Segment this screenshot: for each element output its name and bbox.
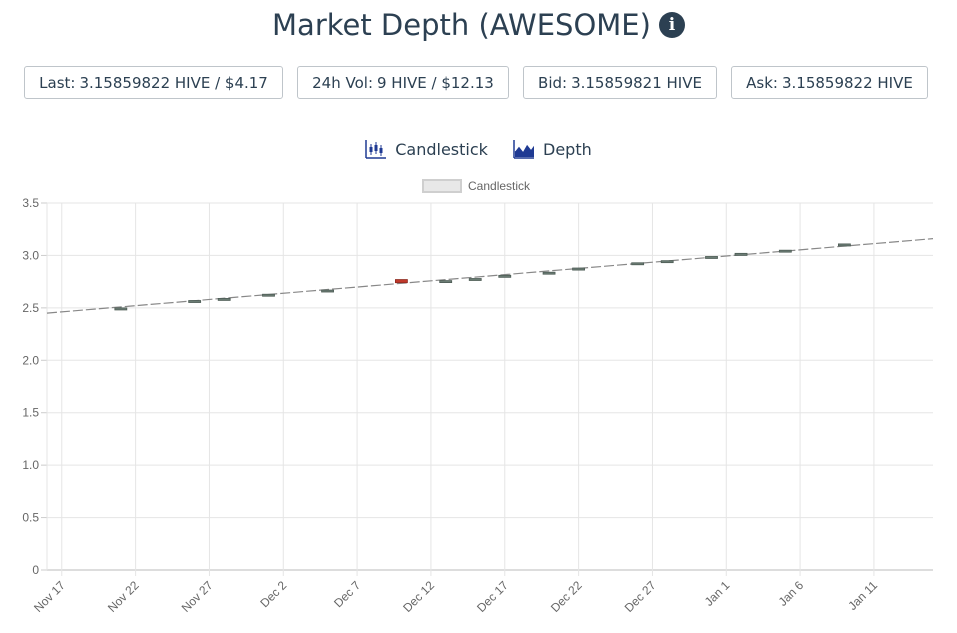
x-tick-label: Nov 22 bbox=[105, 578, 142, 615]
info-icon[interactable]: i bbox=[658, 12, 685, 38]
y-tick-label: 0.5 bbox=[22, 511, 39, 525]
candle-body bbox=[838, 243, 851, 247]
candlestick-chart: Candlestick 0 0.5 1.0 1.5 2.0 2.5 3.0 3.5 Nov 17 N… bbox=[22, 179, 934, 615]
candle-body bbox=[734, 252, 748, 256]
stat-value: 3.15859821 HIVE bbox=[571, 74, 702, 92]
tab-label: Candlestick bbox=[395, 139, 488, 159]
candle-body bbox=[498, 274, 512, 278]
page-title: Market Depth (AWESOME) bbox=[272, 8, 651, 42]
stat-value: 3.15859822 HIVE / $4.17 bbox=[79, 74, 268, 92]
stat-value: 3.15859822 HIVE bbox=[781, 74, 913, 92]
stats-bar: Last: 3.15859822 HIVE / $4.17 24h Vol: 9 H… bbox=[24, 66, 929, 101]
stat-bid: Bid: 3.15859821 HIVE bbox=[523, 66, 717, 99]
x-tick-label: Jan 6 bbox=[776, 578, 807, 609]
depth-chart-icon bbox=[513, 140, 535, 159]
x-tick-label: Dec 22 bbox=[548, 578, 585, 615]
candle-body bbox=[114, 307, 128, 311]
y-tick-label: 2.0 bbox=[22, 353, 39, 367]
candle-body bbox=[188, 300, 202, 303]
x-tick-label: Nov 17 bbox=[31, 578, 68, 615]
tab-candlestick[interactable]: Candlestick bbox=[365, 138, 488, 160]
y-tick-label: 2.5 bbox=[22, 301, 39, 315]
x-tick-label: Dec 2 bbox=[257, 578, 289, 610]
tab-depth[interactable]: Depth bbox=[513, 138, 592, 160]
candle-body bbox=[572, 267, 585, 271]
x-tick-label: Nov 27 bbox=[179, 578, 216, 615]
x-tick-label: Dec 17 bbox=[474, 578, 511, 615]
x-tick-label: Dec 7 bbox=[331, 578, 363, 610]
y-tick-label: 3.0 bbox=[22, 248, 39, 262]
candle-body bbox=[778, 249, 792, 253]
stat-ask: Ask: 3.15859822 HIVE bbox=[731, 66, 928, 99]
candle-body bbox=[262, 293, 275, 297]
candle-body bbox=[468, 278, 482, 281]
candle-body bbox=[705, 256, 718, 259]
legend-swatch bbox=[422, 179, 462, 193]
tab-label: Depth bbox=[543, 139, 592, 159]
candle-body bbox=[321, 289, 334, 293]
x-tick-label: Jan 11 bbox=[845, 578, 880, 613]
stat-label: 24h Vol: bbox=[312, 74, 373, 92]
x-tick-label: Dec 27 bbox=[622, 578, 659, 615]
stat-label: Last: bbox=[39, 74, 76, 92]
y-tick-label: 3.5 bbox=[22, 196, 39, 210]
candle-body bbox=[660, 260, 674, 264]
stat-value: 9 HIVE / $12.13 bbox=[377, 74, 494, 92]
candle-body bbox=[394, 279, 408, 284]
candlestick-icon bbox=[365, 140, 387, 159]
y-tick-label: 1.5 bbox=[22, 406, 39, 420]
chart-tabs: Candlestick Depth bbox=[0, 138, 957, 164]
legend-label: Candlestick bbox=[468, 179, 531, 193]
y-tick-label: 0 bbox=[32, 563, 39, 577]
x-tick-label: Dec 12 bbox=[400, 578, 437, 615]
header: Market Depth (AWESOME) i bbox=[0, 8, 957, 42]
stat-last: Last: 3.15859822 HIVE / $4.17 bbox=[24, 66, 283, 99]
candle-body bbox=[631, 262, 645, 266]
candle-body bbox=[542, 271, 556, 275]
stat-24h-volume: 24h Vol: 9 HIVE / $12.13 bbox=[297, 66, 509, 99]
candle-body bbox=[439, 280, 453, 283]
y-tick-label: 1.0 bbox=[22, 458, 39, 472]
stat-label: Ask: bbox=[746, 74, 778, 92]
candle-body bbox=[217, 298, 231, 301]
stat-label: Bid: bbox=[538, 74, 568, 92]
x-tick-label: Jan 1 bbox=[702, 578, 733, 609]
